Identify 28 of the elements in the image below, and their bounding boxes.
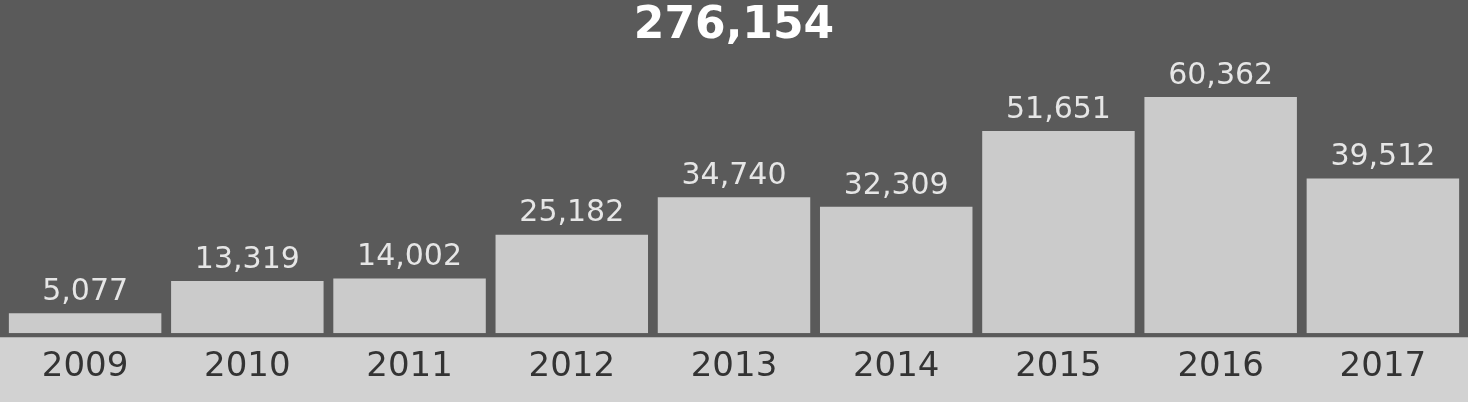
bar bbox=[495, 234, 649, 334]
x-tick-label: 2016 bbox=[1177, 344, 1264, 385]
bar bbox=[8, 313, 162, 334]
data-label: 25,182 bbox=[519, 193, 625, 229]
data-label: 51,651 bbox=[1005, 89, 1111, 125]
bar bbox=[1144, 96, 1297, 334]
data-label: 13,319 bbox=[194, 239, 300, 275]
x-tick-label: 2013 bbox=[690, 344, 778, 385]
data-label: 5,077 bbox=[42, 272, 129, 308]
bar bbox=[982, 131, 1135, 334]
data-label: 32,309 bbox=[843, 165, 949, 201]
bar bbox=[171, 281, 324, 334]
bar bbox=[819, 206, 973, 334]
x-tick-label: 2009 bbox=[41, 344, 129, 385]
x-tick-label: 2011 bbox=[366, 344, 453, 385]
bar bbox=[1306, 178, 1460, 334]
chart-title: 276,154 bbox=[633, 0, 835, 48]
x-tick-label: 2012 bbox=[528, 344, 616, 385]
x-tick-label: 2014 bbox=[852, 344, 940, 385]
bar bbox=[333, 278, 486, 334]
data-label: 39,512 bbox=[1330, 137, 1436, 173]
x-tick-label: 2017 bbox=[1339, 344, 1427, 385]
x-tick-label: 2015 bbox=[1015, 344, 1102, 385]
data-label: 14,002 bbox=[357, 237, 463, 273]
data-label: 34,740 bbox=[681, 156, 787, 192]
x-tick-label: 2010 bbox=[204, 344, 291, 385]
bar bbox=[657, 197, 811, 334]
data-label: 60,362 bbox=[1168, 55, 1274, 91]
